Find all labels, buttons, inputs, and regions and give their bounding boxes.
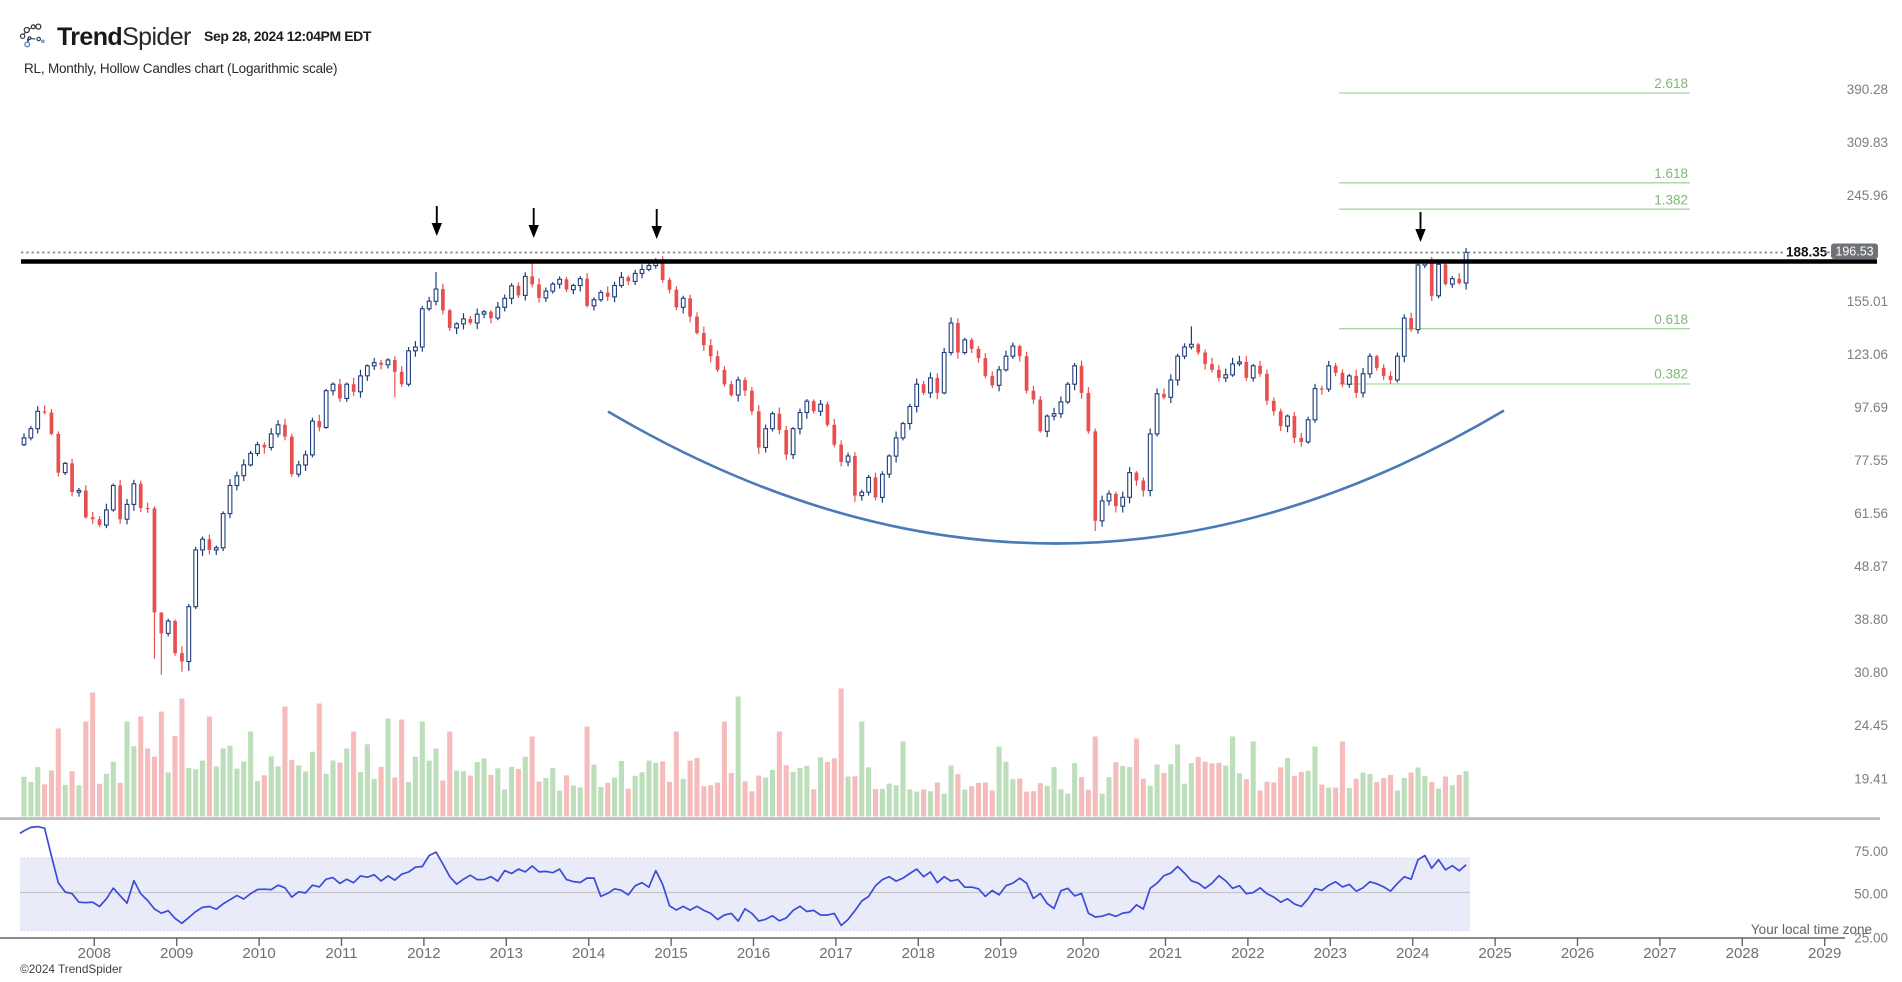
- svg-text:2029: 2029: [1808, 945, 1841, 962]
- svg-text:2020: 2020: [1066, 945, 1099, 962]
- svg-text:2009: 2009: [160, 945, 193, 962]
- svg-text:0.382: 0.382: [1654, 367, 1688, 382]
- svg-text:24.45: 24.45: [1854, 718, 1888, 733]
- svg-text:2015: 2015: [654, 945, 687, 962]
- svg-text:97.69: 97.69: [1854, 400, 1888, 415]
- svg-text:2019: 2019: [984, 945, 1017, 962]
- svg-text:2008: 2008: [78, 945, 111, 962]
- svg-text:75.00: 75.00: [1854, 844, 1888, 859]
- svg-text:2013: 2013: [490, 945, 523, 962]
- svg-text:155.01: 155.01: [1847, 294, 1888, 309]
- svg-text:1.618: 1.618: [1654, 166, 1688, 181]
- svg-text:2026: 2026: [1561, 945, 1594, 962]
- svg-text:196.53: 196.53: [1835, 245, 1873, 259]
- svg-text:2017: 2017: [819, 945, 852, 962]
- svg-text:123.06: 123.06: [1847, 347, 1888, 362]
- svg-text:77.55: 77.55: [1854, 453, 1888, 468]
- svg-text:25.00: 25.00: [1854, 931, 1888, 946]
- svg-text:245.96: 245.96: [1847, 188, 1888, 203]
- svg-text:390.28: 390.28: [1847, 82, 1888, 97]
- svg-text:2027: 2027: [1643, 945, 1676, 962]
- svg-text:2016: 2016: [737, 945, 770, 962]
- svg-text:2024: 2024: [1396, 945, 1429, 962]
- svg-text:2014: 2014: [572, 945, 605, 962]
- svg-text:61.56: 61.56: [1854, 506, 1888, 521]
- svg-text:2.618: 2.618: [1654, 76, 1688, 91]
- svg-text:2010: 2010: [242, 945, 275, 962]
- svg-text:2012: 2012: [407, 945, 440, 962]
- svg-text:2011: 2011: [325, 945, 357, 962]
- svg-text:50.00: 50.00: [1854, 887, 1888, 902]
- svg-text:309.83: 309.83: [1847, 135, 1888, 150]
- svg-text:48.87: 48.87: [1854, 559, 1888, 574]
- svg-text:30.80: 30.80: [1854, 665, 1888, 680]
- svg-text:1.382: 1.382: [1654, 193, 1688, 208]
- svg-text:2022: 2022: [1231, 945, 1264, 962]
- svg-text:19.41: 19.41: [1854, 771, 1888, 786]
- svg-text:Your local time zone: Your local time zone: [1751, 922, 1872, 937]
- svg-text:2025: 2025: [1478, 945, 1511, 962]
- svg-text:2018: 2018: [902, 945, 935, 962]
- svg-text:38.80: 38.80: [1854, 612, 1888, 627]
- svg-text:2021: 2021: [1149, 945, 1182, 962]
- svg-text:2023: 2023: [1314, 945, 1347, 962]
- svg-text:2028: 2028: [1726, 945, 1759, 962]
- svg-text:188.35: 188.35: [1786, 245, 1828, 260]
- svg-text:0.618: 0.618: [1654, 312, 1688, 327]
